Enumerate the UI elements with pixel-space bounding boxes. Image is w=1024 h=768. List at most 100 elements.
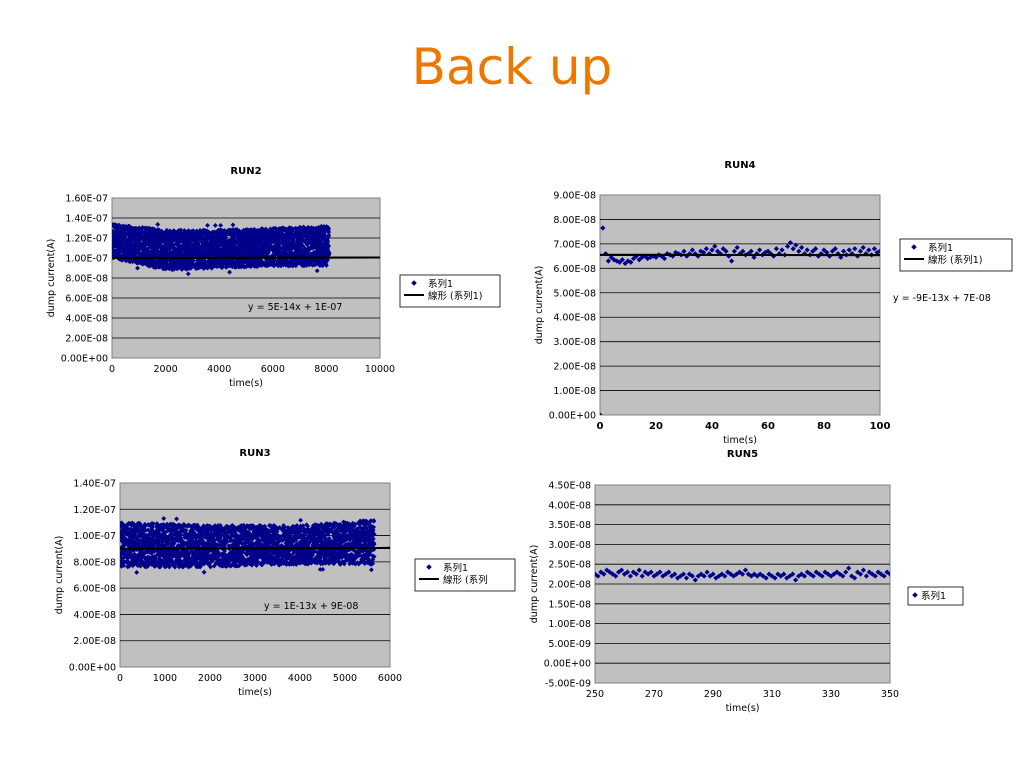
data-point [169,239,174,245]
data-point [709,247,715,253]
data-point [122,227,128,233]
data-point [141,234,147,240]
data-point [276,238,282,244]
y-tick-label: 2.00E-08 [73,636,116,647]
series-group [112,222,380,277]
data-point [288,241,294,247]
data-point [171,539,177,545]
data-point [180,234,186,240]
legend-label: 線形 (系列1) [428,290,482,302]
data-point [236,563,242,569]
data-point [223,264,229,270]
data-point [130,563,136,569]
data-point [127,239,132,245]
data-point [236,244,242,250]
data-point [238,532,244,538]
data-point [205,232,211,238]
data-point [139,537,144,543]
data-point [852,246,858,252]
data-point [114,231,120,237]
data-point [326,243,331,249]
legend-box [399,274,501,308]
data-point [119,257,125,263]
data-point [174,246,180,252]
x-tick-label: 6000 [378,673,402,684]
data-point [244,528,250,534]
data-point [205,222,210,228]
data-point [216,248,222,254]
data-point [306,252,312,258]
data-point [266,529,272,535]
data-point [242,254,247,259]
data-point [279,228,285,234]
data-point [286,232,292,238]
data-point [259,562,265,568]
data-point [266,553,272,558]
data-point [319,244,324,250]
data-point [239,541,245,547]
data-point [177,522,183,528]
data-point [117,250,123,256]
slide-title: Back up [411,38,613,96]
data-point [223,235,229,240]
data-point [265,241,270,247]
data-point [212,254,217,260]
data-point [240,260,246,266]
data-point [232,238,237,244]
data-point [222,548,228,554]
data-point [298,239,304,244]
data-point [139,230,144,236]
data-point [239,550,245,556]
data-point [140,560,146,565]
data-point [217,239,223,245]
data-point [140,225,146,230]
data-point [219,529,224,535]
data-point [160,549,166,555]
data-point [178,537,184,542]
data-point [253,535,259,541]
data-point [253,530,259,535]
data-point [275,246,281,251]
x-axis-label: time(s) [229,378,263,389]
data-point [132,551,137,557]
data-point [225,247,231,253]
data-point [177,557,182,563]
data-point [155,534,160,540]
data-point [268,527,274,533]
data-point [304,228,310,234]
data-point [286,238,292,244]
data-point [202,556,208,562]
data-point [266,559,271,565]
data-point [176,232,181,238]
data-point [125,253,130,259]
data-point [771,253,777,259]
data-point [320,243,326,248]
data-point [240,239,245,244]
data-point [191,530,197,536]
data-point [277,249,283,255]
data-point [125,555,131,561]
data-point [311,242,317,248]
data-point [209,249,215,255]
data-point [162,535,168,541]
y-tick-label: 8.00E-08 [553,215,596,226]
data-point [787,240,793,246]
data-point [197,537,203,543]
data-point [138,533,144,538]
data-point [204,239,210,245]
data-point [192,557,198,563]
x-tick-label: 100 [870,421,891,432]
data-point [211,563,217,569]
data-point [151,244,157,249]
data-point [217,535,223,541]
data-point [194,228,200,234]
data-point [785,243,791,249]
data-point [145,537,151,543]
data-point [275,543,281,549]
data-point [208,564,213,570]
data-point [253,236,259,242]
data-point [222,535,228,540]
data-point [218,222,224,228]
data-point [164,227,170,233]
data-point [150,528,156,534]
